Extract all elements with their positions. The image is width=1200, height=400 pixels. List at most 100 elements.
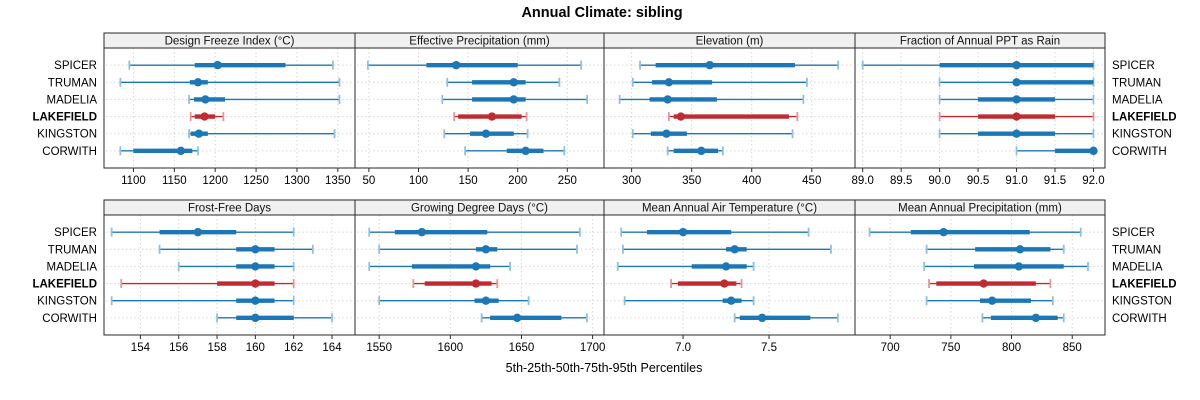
percentile-row-madelia bbox=[188, 94, 341, 104]
panel-elevation: 300 350 400 450 Elevation (m) bbox=[603, 32, 856, 187]
panel-frost-free-days: 154 156 158 160 162 164 Frost-Free Days bbox=[103, 199, 356, 354]
axis-tick-label: 400 bbox=[742, 175, 761, 187]
axis-tick-label: 1100 bbox=[121, 175, 146, 187]
axis-tick-label: 7.5 bbox=[761, 342, 777, 354]
median-dot bbox=[194, 129, 204, 138]
percentile-row-kingston bbox=[378, 296, 530, 306]
panel-strip-title: Growing Degree Days (°C) bbox=[411, 203, 548, 215]
percentile-row-spicer bbox=[620, 227, 810, 237]
percentile-row-kingston bbox=[188, 129, 336, 139]
median-dot bbox=[676, 112, 686, 121]
median-dot bbox=[697, 146, 706, 156]
percentile-row-lakefield bbox=[189, 112, 225, 122]
median-dot bbox=[1015, 245, 1025, 254]
axis-tick-label: 90.0 bbox=[928, 175, 950, 187]
percentile-row-lakefield bbox=[667, 112, 799, 122]
percentile-row-spicer bbox=[368, 227, 581, 237]
percentile-row-truman bbox=[158, 244, 314, 254]
axis-tick-label: 200 bbox=[508, 175, 527, 187]
median-dot bbox=[727, 296, 736, 305]
panel-background bbox=[104, 215, 355, 335]
axis-tick-label: 750 bbox=[941, 342, 960, 354]
station-label-right-corwith: CORWITH bbox=[1112, 146, 1167, 158]
axis-tick-label: 162 bbox=[284, 342, 303, 354]
axis-tick-label: 156 bbox=[169, 342, 188, 354]
station-label-left-kingston: KINGSTON bbox=[37, 296, 97, 308]
station-label-right-truman: TRUMAN bbox=[1112, 77, 1161, 89]
axis-tick-label: 91.5 bbox=[1044, 175, 1066, 187]
median-dot bbox=[471, 262, 481, 271]
percentile-row-spicer bbox=[639, 60, 840, 70]
percentile-row-madelia bbox=[618, 94, 805, 104]
percentile-row-corwith bbox=[216, 313, 333, 323]
median-dot bbox=[705, 60, 714, 70]
median-dot bbox=[251, 245, 260, 254]
panels-layer: 1100 1150 1200 1250 1300 1350 Design Freeze In… bbox=[32, 32, 1177, 354]
median-dot bbox=[487, 112, 497, 121]
percentile-row-corwith bbox=[1015, 146, 1098, 156]
percentile-row-kingston bbox=[631, 129, 794, 139]
median-dot bbox=[979, 279, 988, 288]
median-dot bbox=[521, 146, 530, 156]
station-label-left-corwith: CORWITH bbox=[42, 146, 97, 158]
station-label-right-madelia: MADELIA bbox=[1112, 94, 1163, 106]
panel-background bbox=[355, 215, 604, 335]
percentile-row-truman bbox=[622, 244, 832, 254]
panel-strip-title: Design Freeze Index (°C) bbox=[165, 36, 295, 48]
percentile-row-spicer bbox=[110, 227, 295, 237]
axis-tick-label: 1200 bbox=[202, 175, 228, 187]
axis-tick-label: 100 bbox=[409, 175, 428, 187]
axis-tick-label: 450 bbox=[802, 175, 821, 187]
station-label-right-lakefield: LAKEFIELD bbox=[1112, 112, 1177, 124]
axis-tick-label: 158 bbox=[207, 342, 226, 354]
median-dot bbox=[213, 60, 222, 70]
percentile-row-truman bbox=[446, 77, 561, 87]
median-dot bbox=[1012, 78, 1021, 87]
axis-tick-label: 350 bbox=[682, 175, 701, 187]
median-dot bbox=[509, 78, 518, 87]
median-dot bbox=[939, 227, 948, 237]
percentile-row-kingston bbox=[623, 296, 755, 306]
median-dot bbox=[481, 296, 491, 305]
median-dot bbox=[251, 262, 260, 271]
percentile-row-spicer bbox=[861, 60, 1095, 70]
axis-tick-label: 700 bbox=[881, 342, 900, 354]
station-label-right-lakefield: LAKEFIELD bbox=[1112, 279, 1177, 291]
axis-tick-label: 50 bbox=[362, 175, 375, 187]
axis-tick-label: 1700 bbox=[580, 342, 606, 354]
panel-strip bbox=[854, 199, 1106, 216]
panel-strip-title: Effective Precipitation (mm) bbox=[409, 36, 550, 48]
panel-mean-annual-precipitation: 700 750 800 850 Mean Annual Precipitation (m… bbox=[854, 199, 1106, 354]
axis-tick-label: 1250 bbox=[243, 175, 269, 187]
median-dot bbox=[1014, 262, 1024, 271]
median-dot bbox=[662, 129, 671, 138]
station-label-left-corwith: CORWITH bbox=[42, 313, 97, 325]
median-dot bbox=[417, 227, 427, 237]
station-label-left-truman: TRUMAN bbox=[48, 77, 97, 89]
percentile-row-madelia bbox=[441, 94, 589, 104]
panel-strip-title: Elevation (m) bbox=[696, 36, 764, 48]
median-dot bbox=[1012, 112, 1021, 121]
percentile-row-truman bbox=[378, 244, 578, 254]
percentile-row-corwith bbox=[119, 146, 199, 156]
x-axis-title: 5th-25th-50th-75th-95th Percentiles bbox=[506, 361, 703, 375]
station-label-right-corwith: CORWITH bbox=[1112, 313, 1167, 325]
axis-tick-label: 89.0 bbox=[851, 175, 873, 187]
percentile-row-corwith bbox=[666, 146, 724, 156]
percentile-row-spicer bbox=[366, 60, 583, 70]
panel-background bbox=[855, 48, 1105, 168]
axis-tick-label: 850 bbox=[1063, 342, 1082, 354]
median-dot bbox=[193, 78, 203, 87]
panel-background bbox=[355, 48, 604, 168]
panel-background bbox=[104, 48, 355, 168]
panel-background bbox=[604, 48, 855, 168]
axis-tick-label: 89.5 bbox=[890, 175, 912, 187]
percentile-row-lakefield bbox=[412, 279, 499, 289]
station-label-left-madelia: MADELIA bbox=[47, 94, 98, 106]
median-dot bbox=[481, 129, 491, 138]
station-label-right-kingston: KINGSTON bbox=[1112, 296, 1172, 308]
panel-effective-precipitation: 50 100 150 200 250 Effective Precipitation (m… bbox=[354, 32, 605, 187]
median-dot bbox=[664, 78, 674, 87]
